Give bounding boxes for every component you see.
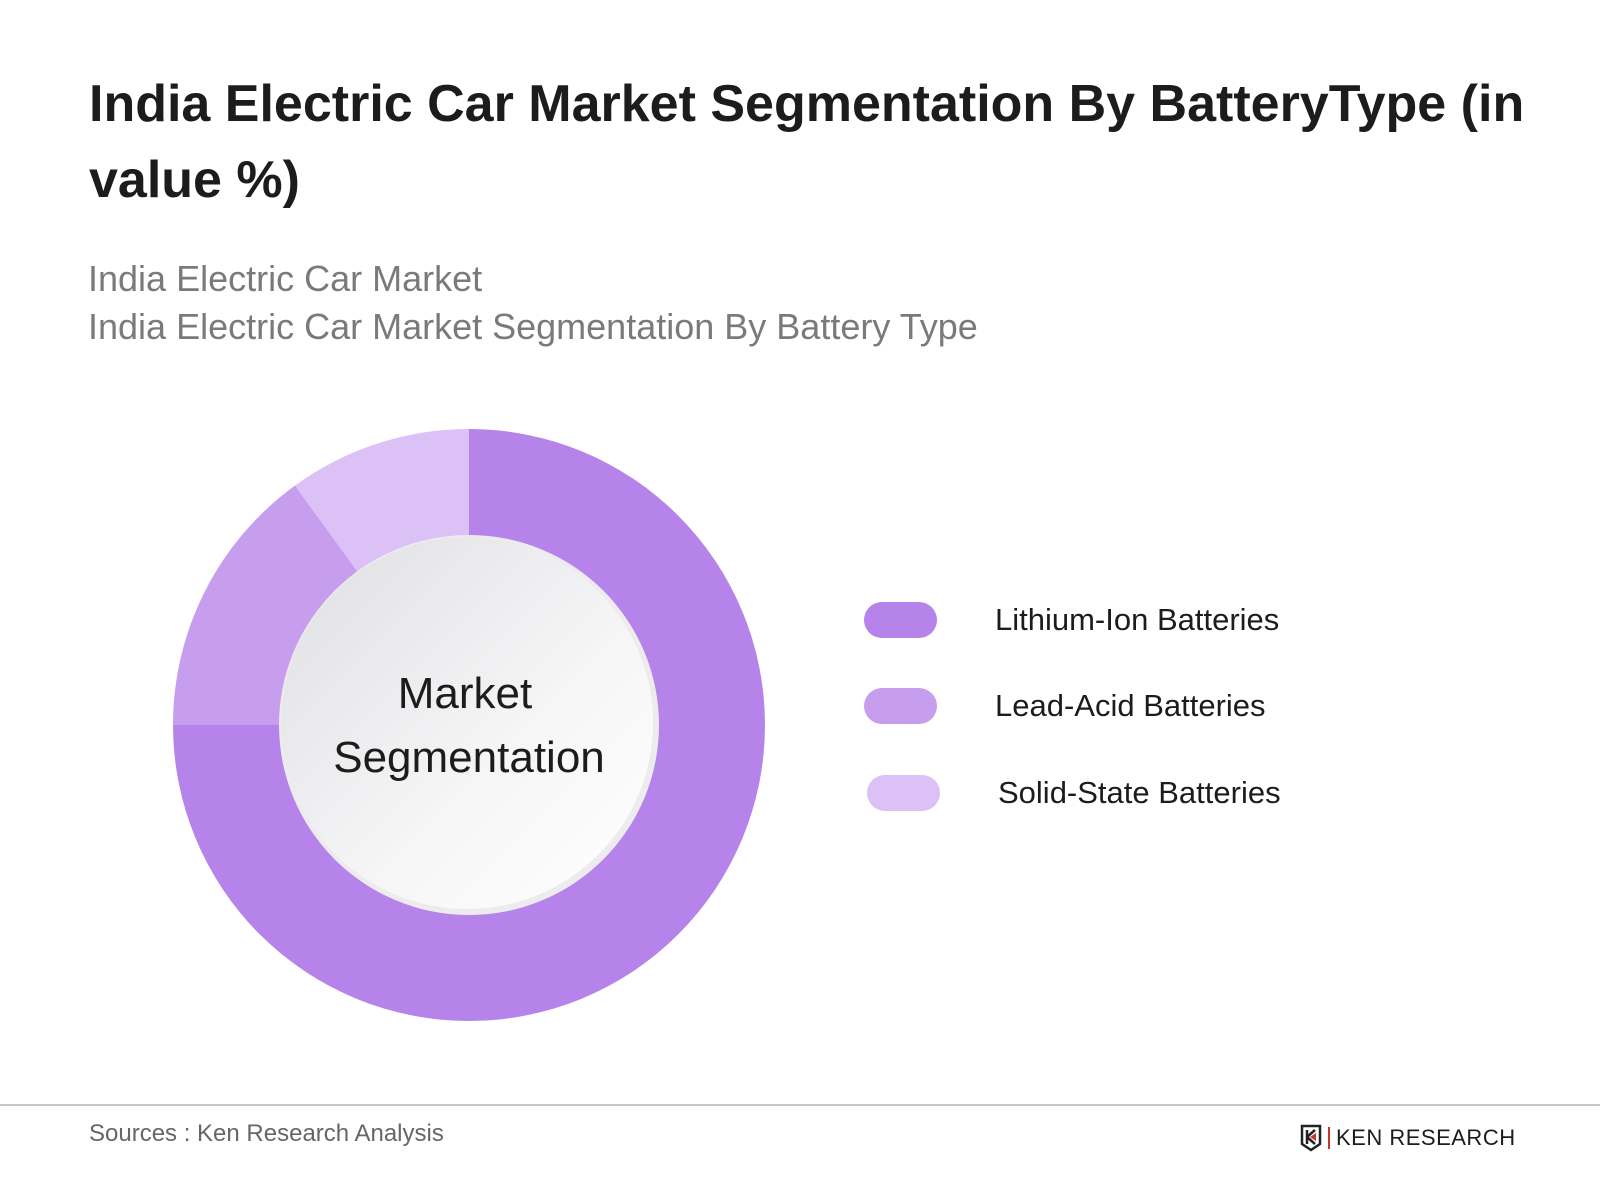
center-label-line2: Segmentation (333, 733, 605, 782)
center-label-line1: Market (398, 669, 532, 718)
center-circle (281, 537, 653, 909)
donut-slice-solid-state-batteries (295, 429, 469, 573)
logo-separator (1328, 1127, 1330, 1149)
donut-slice-lead-acid-batteries (173, 485, 359, 725)
ken-logo-icon (1300, 1124, 1322, 1152)
legend-item-solid-state: Solid-State Batteries (867, 773, 1281, 813)
donut-chart: Market Segmentation (173, 429, 765, 1021)
logo-text: KEN RESEARCH (1336, 1125, 1516, 1150)
footer-divider (0, 1104, 1600, 1106)
legend-swatch (867, 775, 940, 811)
legend-item-lithium-ion: Lithium-Ion Batteries (864, 600, 1279, 640)
legend-swatch (864, 688, 937, 724)
legend-label: Solid-State Batteries (998, 775, 1281, 810)
ken-research-logo: KEN RESEARCH (1300, 1124, 1516, 1152)
legend-swatch (864, 602, 937, 638)
legend-label: Lithium-Ion Batteries (995, 602, 1280, 637)
subtitle-market: India Electric Car Market (88, 258, 483, 299)
donut-slice-lithium-ion-batteries (173, 429, 765, 1021)
chart-title: India Electric Car Market Segmentation B… (89, 75, 1525, 209)
legend-item-lead-acid: Lead-Acid Batteries (864, 686, 1266, 726)
source-note: Sources : Ken Research Analysis (89, 1120, 444, 1147)
legend-label: Lead-Acid Batteries (995, 688, 1266, 723)
subtitle-segmentation: India Electric Car Market Segmentation B… (88, 306, 978, 347)
